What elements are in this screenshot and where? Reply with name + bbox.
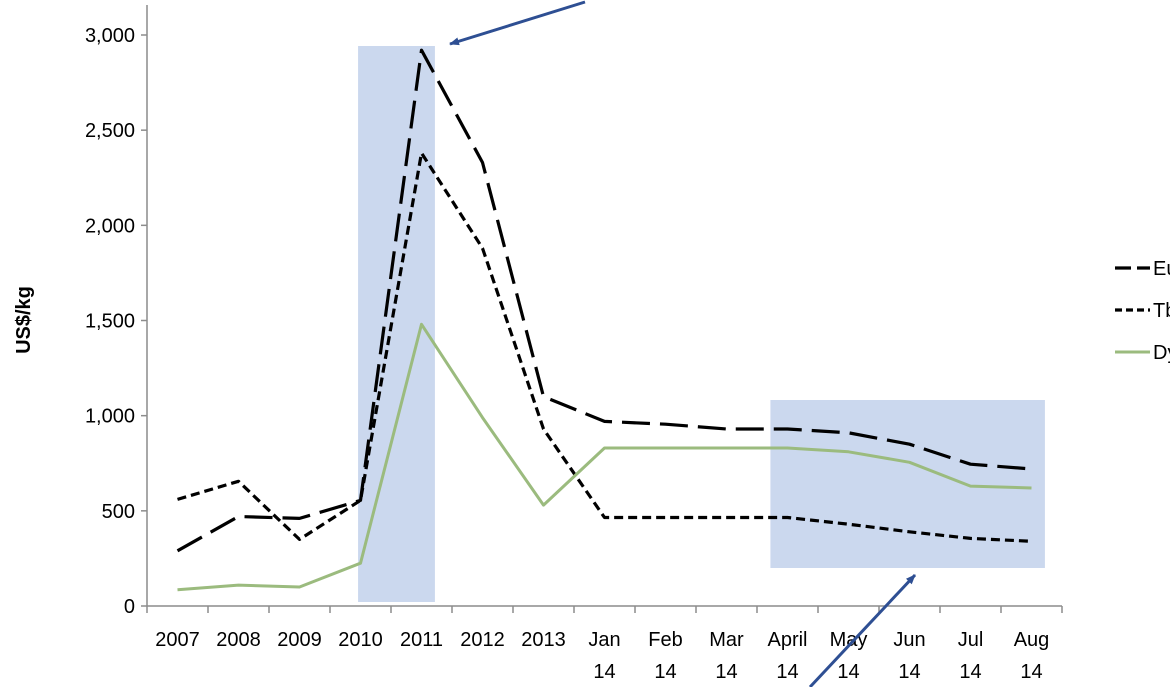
y-tick-label: 500 xyxy=(102,501,135,523)
x-tick-label: Mar 14 xyxy=(709,629,744,683)
y-tick-label: 2,500 xyxy=(85,120,135,142)
y-tick-label: 3,000 xyxy=(85,25,135,47)
legend-label-tb: Tb xyxy=(1153,300,1170,322)
legend: Eu Tb Dy xyxy=(1115,258,1170,364)
legend-label-eu: Eu xyxy=(1153,258,1170,280)
series-line-eu xyxy=(176,48,1032,553)
y-tick-label: 0 xyxy=(124,596,135,618)
highlight-box-2 xyxy=(770,400,1045,568)
series-line-dy xyxy=(177,322,1032,592)
axes: 0 500 1,000 1,500 2,000 2,500 3,000 2007 2008 200… xyxy=(85,5,1063,683)
x-tick-label: Jul 14 xyxy=(958,629,984,683)
x-tick-label: 2010 xyxy=(338,629,383,651)
legend-label-dy: Dy xyxy=(1153,342,1170,364)
highlight-box-1 xyxy=(358,46,435,602)
annotation-arrow-peak xyxy=(449,0,586,46)
series-lines xyxy=(176,48,1032,592)
x-tick-label: May 14 xyxy=(830,629,868,683)
x-tick-label: 2013 xyxy=(521,629,566,651)
annotation-arrows xyxy=(449,0,917,687)
x-tick-label: 2008 xyxy=(216,629,261,651)
x-tick-label: 2011 xyxy=(400,629,443,651)
x-tick-label: 2012 xyxy=(460,629,505,651)
x-tick-label: Aug 14 xyxy=(1014,629,1050,683)
y-tick-label: 1,000 xyxy=(85,406,135,428)
y-tick-label: 2,000 xyxy=(85,215,135,237)
y-axis-label: US$/kg xyxy=(13,286,35,354)
x-tick-label: 2009 xyxy=(277,629,322,651)
y-tick-label: 1,500 xyxy=(85,311,135,333)
x-tick-label: Feb 14 xyxy=(648,629,682,683)
annotation-arrow-recent xyxy=(808,573,917,687)
series-line-tb xyxy=(177,151,1032,543)
x-tick-label: Jan 14 xyxy=(588,629,620,683)
x-tick-label: Jun 14 xyxy=(893,629,925,683)
x-tick-label: 2007 xyxy=(155,629,200,651)
x-tick-label: April 14 xyxy=(767,629,807,683)
